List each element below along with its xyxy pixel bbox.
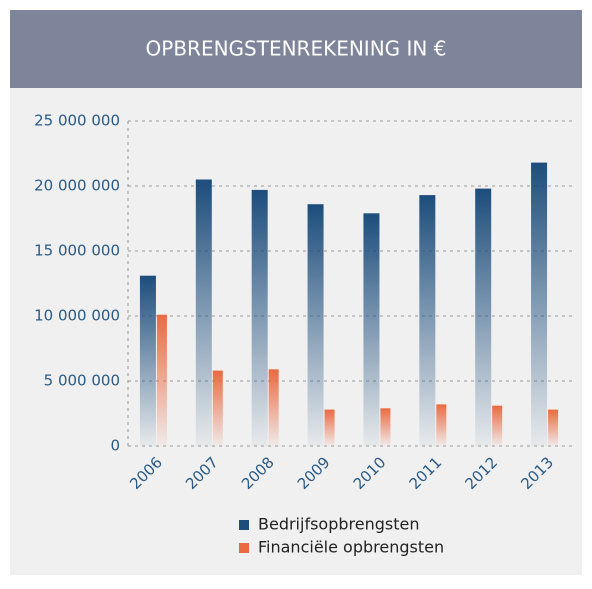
bar	[380, 408, 391, 446]
bar	[195, 179, 212, 446]
plot-background	[10, 88, 582, 575]
bar	[212, 370, 223, 446]
y-tick-label: 20 000 000	[34, 177, 120, 195]
bar	[419, 195, 436, 446]
bar	[139, 275, 156, 446]
legend-swatch	[239, 543, 249, 553]
bar	[531, 162, 548, 446]
bar	[156, 314, 167, 446]
y-tick-label: 15 000 000	[34, 242, 120, 260]
bar	[324, 409, 335, 446]
bar	[268, 369, 279, 446]
legend-swatch	[239, 520, 249, 530]
bar	[492, 405, 503, 446]
legend-label: Financiële opbrengsten	[258, 538, 444, 557]
y-tick-label: 25 000 000	[34, 112, 120, 130]
bar	[307, 204, 324, 446]
bar	[251, 189, 268, 446]
bar	[548, 409, 559, 446]
chart-title: OPBRENGSTENREKENING IN €	[146, 37, 447, 61]
bar	[363, 213, 380, 446]
y-tick-label: 10 000 000	[34, 307, 120, 325]
bar	[436, 404, 447, 446]
y-tick-label: 0	[110, 437, 120, 455]
bar	[475, 188, 492, 446]
header	[10, 10, 582, 88]
legend-label: Bedrijfsopbrengsten	[258, 515, 419, 534]
y-tick-label: 5 000 000	[44, 372, 120, 390]
